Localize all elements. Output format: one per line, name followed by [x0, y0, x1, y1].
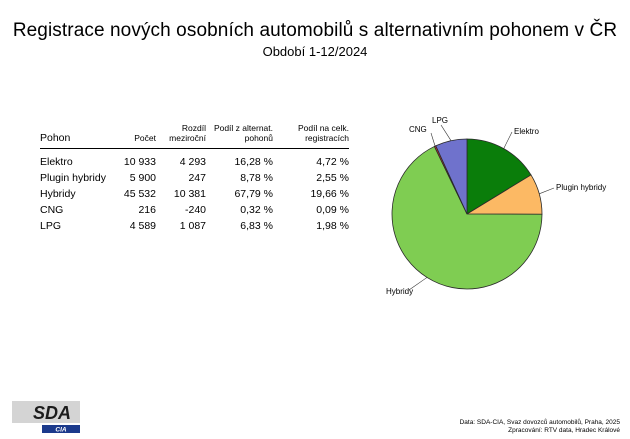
table-cell: CNG [40, 204, 64, 216]
pie-slice-elektro [466, 138, 532, 215]
table-row: LPG 4 589 1 087 6,83 % 1,98 % [40, 218, 349, 234]
leader-line-lpg [440, 124, 452, 141]
pie-slice-lpg [435, 138, 468, 215]
source-note: Data: SDA-CIA, Svaz dovozců automobilů, … [460, 419, 620, 435]
table-cell: 10 381 [173, 188, 206, 200]
header-podil-alternat: Podíl z alternat. pohonů [206, 123, 273, 149]
page-title: Registrace nových osobních automobilů s … [12, 20, 618, 41]
pie-slice-hybridy [391, 145, 543, 290]
table-row: Elektro 10 933 4 293 16,28 % 4,72 % [40, 149, 349, 171]
table-cell: 45 532 [123, 188, 156, 200]
table-cell: Hybridy [40, 188, 76, 200]
source-line-1: Data: SDA-CIA, Svaz dovozců automobilů, … [459, 419, 620, 426]
page-subtitle: Období 1-12/2024 [262, 44, 368, 59]
table-cell: -240 [184, 204, 206, 216]
table-cell: 5 900 [129, 172, 156, 184]
table-cell: 6,83 % [240, 220, 273, 232]
table-cell: 16,28 % [234, 156, 273, 168]
table-cell: 247 [188, 172, 206, 184]
table-header-row: Pohon Počet Rozdíl meziroční Podíl z alt… [40, 123, 349, 149]
pie-label-plugin-hybridy: Plugin hybridy [556, 183, 606, 192]
table-row: Hybridy 45 532 10 381 67,79 % 19,66 % [40, 186, 349, 202]
pie-label-elektro: Elektro [514, 127, 539, 136]
pie-label-lpg: LPG [432, 116, 448, 125]
table-cell: 216 [138, 204, 156, 216]
table-cell: 19,66 % [310, 188, 349, 200]
table-cell: 1,98 % [316, 220, 349, 232]
table-cell: 4 589 [129, 220, 156, 232]
header-pohon: Pohon [40, 123, 112, 149]
leader-line-cng [430, 132, 436, 147]
leader-line-plugin-hybridy [539, 187, 555, 195]
data-table: Pohon Počet Rozdíl meziroční Podíl z alt… [40, 123, 349, 234]
logo-subtext: CIA [55, 427, 67, 434]
table-cell: 67,79 % [234, 188, 273, 200]
header-pocet: Počet [112, 123, 156, 149]
table-cell: Plugin hybridy [40, 172, 106, 184]
sda-logo: SDA CIA [12, 401, 80, 434]
table-row: Plugin hybridy 5 900 247 8,78 % 2,55 % [40, 170, 349, 186]
table-cell: 10 933 [123, 156, 156, 168]
leader-line-hybridy [408, 277, 428, 291]
header-rozdil: Rozdíl meziroční [156, 123, 206, 149]
pie-label-cng: CNG [409, 125, 427, 134]
table-cell: Elektro [40, 156, 73, 168]
table-cell: 0,32 % [240, 204, 273, 216]
pie-label-hybridy: Hybridy [386, 287, 413, 296]
leader-line-elektro [503, 131, 513, 149]
source-line-2: Zpracování: RTV data, Hradec Králové [508, 427, 620, 434]
logo-text: SDA [33, 403, 71, 423]
table-cell: 4 293 [179, 156, 206, 168]
table-cell: 4,72 % [316, 156, 349, 168]
table-cell: 1 087 [179, 220, 206, 232]
table-cell: LPG [40, 220, 62, 232]
table-cell: 2,55 % [316, 172, 349, 184]
table-row: CNG 216 -240 0,32 % 0,09 % [40, 202, 349, 218]
header-podil-celk: Podíl na celk. registracích [273, 123, 349, 149]
table-cell: 8,78 % [240, 172, 273, 184]
table-cell: 0,09 % [316, 204, 349, 216]
